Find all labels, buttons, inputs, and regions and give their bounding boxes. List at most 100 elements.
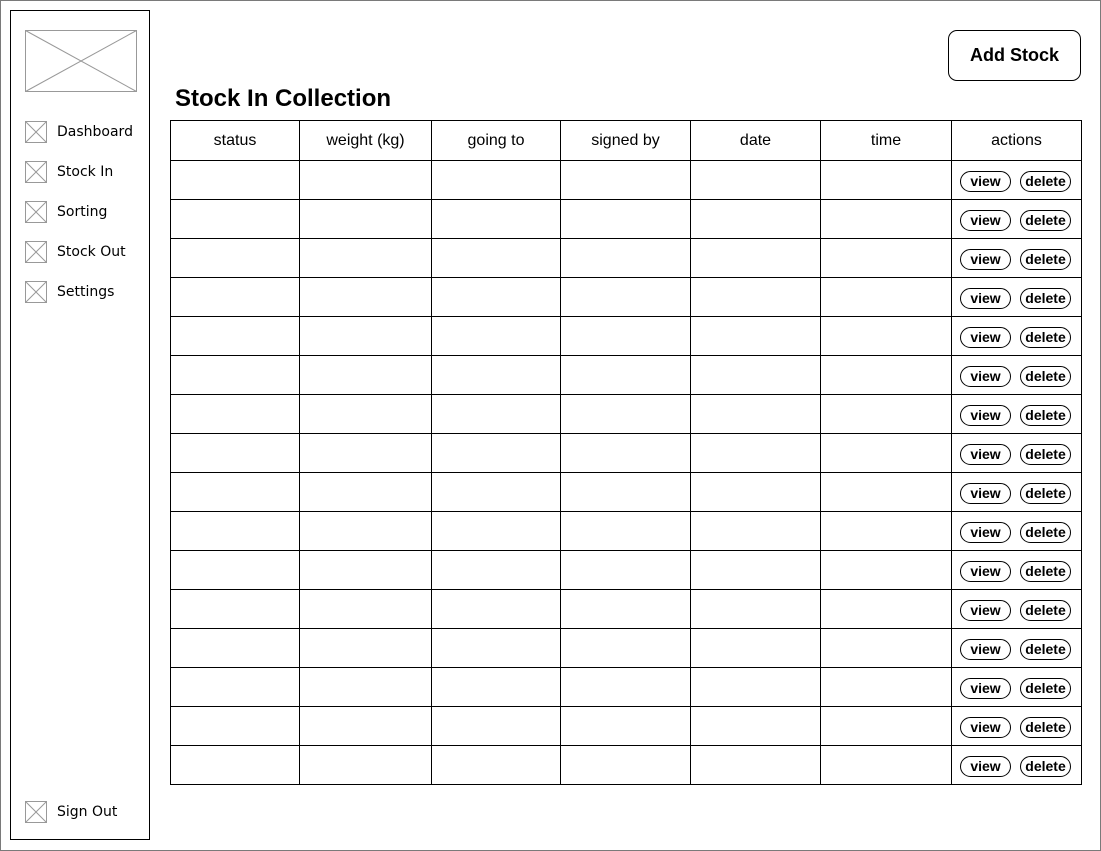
delete-button[interactable]: delete [1020,327,1071,348]
delete-button[interactable]: delete [1020,717,1071,738]
date-cell [690,199,821,239]
actions-cell: view delete [951,706,1082,746]
date-cell [690,472,821,512]
view-button[interactable]: view [960,717,1011,738]
table-row: view delete [170,355,1082,395]
going-to-cell [431,511,561,551]
page-title: Stock In Collection [175,85,392,112]
date-cell [690,745,821,785]
signed-by-cell [560,199,691,239]
time-cell [820,667,952,707]
date-cell [690,589,821,629]
placeholder-icon [25,201,47,223]
table-row: view delete [170,667,1082,707]
date-cell [690,550,821,590]
view-button[interactable]: view [960,678,1011,699]
add-stock-button[interactable]: Add Stock [948,30,1081,81]
view-button[interactable]: view [960,444,1011,465]
delete-button[interactable]: delete [1020,405,1071,426]
sidebar-item-stock-out[interactable]: Stock Out [25,241,145,263]
date-cell [690,706,821,746]
signed-by-cell [560,550,691,590]
date-cell [690,667,821,707]
placeholder-icon [25,801,47,823]
view-button[interactable]: view [960,366,1011,387]
table-row: view delete [170,238,1082,278]
weight-cell [299,433,432,473]
time-cell [820,472,952,512]
placeholder-icon [25,281,47,303]
view-button[interactable]: view [960,483,1011,504]
placeholder-icon [25,241,47,263]
delete-button[interactable]: delete [1020,639,1071,660]
delete-button[interactable]: delete [1020,210,1071,231]
time-cell [820,745,952,785]
time-cell [820,628,952,668]
delete-button[interactable]: delete [1020,366,1071,387]
delete-button[interactable]: delete [1020,444,1071,465]
view-button[interactable]: view [960,756,1011,777]
delete-button[interactable]: delete [1020,600,1071,621]
delete-button[interactable]: delete [1020,249,1071,270]
status-cell [170,472,300,512]
date-cell [690,628,821,668]
sidebar: Dashboard Stock In Sorting Stock Out [10,10,150,840]
status-cell [170,628,300,668]
signed-by-cell [560,394,691,434]
sidebar-item-settings[interactable]: Settings [25,281,145,303]
time-cell [820,316,952,356]
view-button[interactable]: view [960,327,1011,348]
signed-by-cell [560,745,691,785]
status-cell [170,433,300,473]
sidebar-item-sorting[interactable]: Sorting [25,201,145,223]
signed-by-cell [560,160,691,200]
table-header-row: status weight (kg) going to signed by da… [170,120,1082,161]
time-cell [820,160,952,200]
delete-button[interactable]: delete [1020,522,1071,543]
going-to-cell [431,550,561,590]
sidebar-item-label: Settings [57,284,115,300]
sidebar-item-dashboard[interactable]: Dashboard [25,121,145,143]
column-header-actions: actions [951,120,1082,161]
view-button[interactable]: view [960,171,1011,192]
going-to-cell [431,706,561,746]
weight-cell [299,394,432,434]
view-button[interactable]: view [960,210,1011,231]
weight-cell [299,706,432,746]
actions-cell: view delete [951,745,1082,785]
sign-out-button[interactable]: Sign Out [25,801,145,823]
sidebar-item-label: Stock Out [57,244,126,260]
view-button[interactable]: view [960,405,1011,426]
going-to-cell [431,394,561,434]
time-cell [820,394,952,434]
weight-cell [299,238,432,278]
table-row: view delete [170,199,1082,239]
weight-cell [299,472,432,512]
weight-cell [299,628,432,668]
sidebar-item-stock-in[interactable]: Stock In [25,161,145,183]
going-to-cell [431,433,561,473]
table-row: view delete [170,316,1082,356]
table-row: view delete [170,433,1082,473]
view-button[interactable]: view [960,522,1011,543]
view-button[interactable]: view [960,639,1011,660]
delete-button[interactable]: delete [1020,288,1071,309]
actions-cell: view delete [951,550,1082,590]
delete-button[interactable]: delete [1020,171,1071,192]
view-button[interactable]: view [960,288,1011,309]
delete-button[interactable]: delete [1020,678,1071,699]
delete-button[interactable]: delete [1020,483,1071,504]
weight-cell [299,316,432,356]
view-button[interactable]: view [960,249,1011,270]
signed-by-cell [560,589,691,629]
actions-cell: view delete [951,160,1082,200]
actions-cell: view delete [951,667,1082,707]
date-cell [690,277,821,317]
weight-cell [299,745,432,785]
delete-button[interactable]: delete [1020,756,1071,777]
view-button[interactable]: view [960,561,1011,582]
view-button[interactable]: view [960,600,1011,621]
delete-button[interactable]: delete [1020,561,1071,582]
actions-cell: view delete [951,277,1082,317]
date-cell [690,511,821,551]
